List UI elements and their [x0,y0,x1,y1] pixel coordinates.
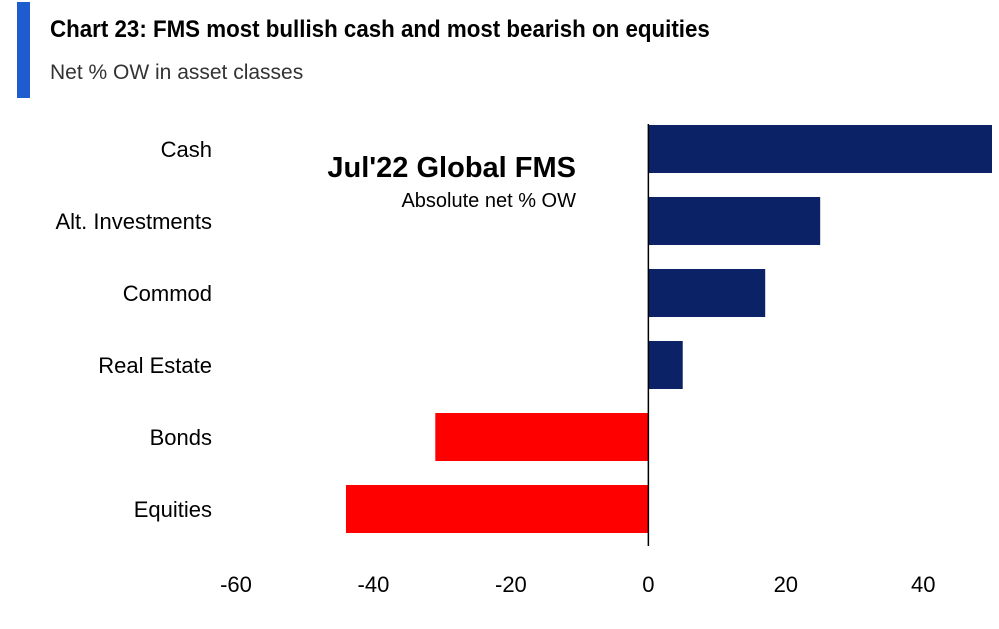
category-label: Cash [161,137,212,162]
chart-subtitle: Net % OW in asset classes [50,61,304,84]
bar-bonds [435,413,649,461]
annotation-subtitle: Absolute net % OW [401,190,576,212]
annotation-title: Jul'22 Global FMS [327,152,576,184]
bar-cash [648,125,992,173]
category-label: Equities [134,497,212,522]
bar-alt-investments [648,197,821,245]
x-tick-label: -60 [220,572,252,597]
bar-commod [648,269,766,317]
category-label: Alt. Investments [55,209,212,234]
x-tick-label: 0 [642,572,654,597]
x-tick-label: -20 [495,572,527,597]
category-label: Bonds [150,425,212,450]
bars-group [345,125,992,533]
chart-title: Chart 23: FMS most bullish cash and most… [50,16,710,43]
bar-equities [345,485,649,533]
x-tick-label: 20 [774,572,798,597]
bar-real-estate [648,341,683,389]
x-tick-label: -40 [358,572,390,597]
x-tick-label: 40 [911,572,935,597]
title-accent-bar [17,2,30,98]
x-axis-tick-labels: -60 -40 -20 0 20 40 [220,572,935,597]
category-label: Real Estate [98,353,212,378]
bar-chart: Cash Alt. Investments Commod Real Estate Bon… [55,124,992,597]
category-label: Commod [123,281,212,306]
category-labels: Cash Alt. Investments Commod Real Estate Bon… [55,137,212,522]
